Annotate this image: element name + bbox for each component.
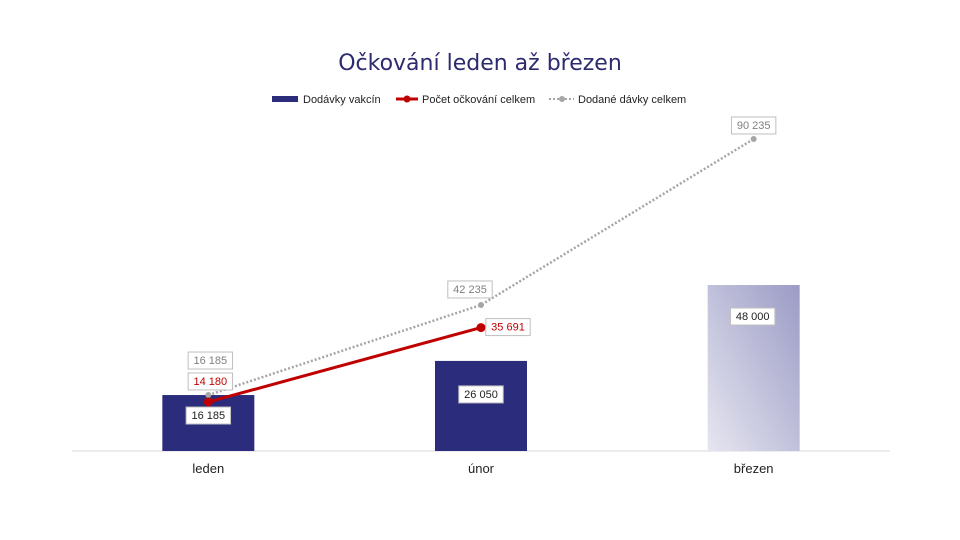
bar-únor xyxy=(435,360,527,451)
line-pocet-ockovani xyxy=(207,326,482,404)
data-label-box-pocet-unor xyxy=(485,318,531,337)
x-tick-0: leden xyxy=(192,461,224,476)
data-label-bar-leden: 16 185 xyxy=(192,410,226,422)
data-label-dodane-unor: 42 235 xyxy=(453,284,487,296)
point-pocet-únor xyxy=(476,323,486,333)
data-label-box-dodane-brezen xyxy=(730,116,777,135)
point-dodane-únor xyxy=(478,301,484,308)
legend: Dodávky vakcín Počet očkování celkem Dod… xyxy=(272,94,686,106)
plot-area: 16 185 26 050 48 000 16 185 42 235 90 235 14 1… xyxy=(162,116,800,476)
legend-label-dodavky: Dodávky vakcín xyxy=(303,94,381,106)
point-pocet-leden xyxy=(203,397,213,407)
legend-label-pocet: Počet očkování celkem xyxy=(422,94,535,106)
point-dodane-březen xyxy=(750,135,757,142)
legend-label-dodane: Dodané dávky celkem xyxy=(578,94,686,106)
data-label-dodane-brezen: 90 235 xyxy=(737,120,771,132)
x-tick-2: březen xyxy=(734,461,774,476)
data-label-bar-brezen: 48 000 xyxy=(736,311,770,323)
data-label-box-bar-unor xyxy=(458,385,504,404)
data-label-bar-unor: 26 050 xyxy=(464,389,498,401)
x-tick-1: únor xyxy=(468,461,495,476)
data-label-box-dodane-unor xyxy=(447,280,493,299)
legend-marker-dodane xyxy=(559,96,565,102)
legend-swatch-dodavky xyxy=(272,96,298,102)
data-label-pocet-leden: 14 180 xyxy=(194,376,228,388)
legend-marker-pocet xyxy=(403,95,411,103)
data-label-box-dodane-leden xyxy=(187,351,234,370)
data-label-box-pocet-leden xyxy=(187,372,234,391)
data-label-dodane-leden: 16 185 xyxy=(194,355,228,367)
data-label-pocet-unor: 35 691 xyxy=(491,322,525,334)
data-label-box-bar-leden xyxy=(185,406,232,425)
chart-title: Očkování leden až březen xyxy=(338,51,622,76)
line-dodane-davky xyxy=(207,137,755,397)
point-dodane-leden xyxy=(205,392,212,399)
data-label-box-bar-brezen xyxy=(729,307,776,326)
